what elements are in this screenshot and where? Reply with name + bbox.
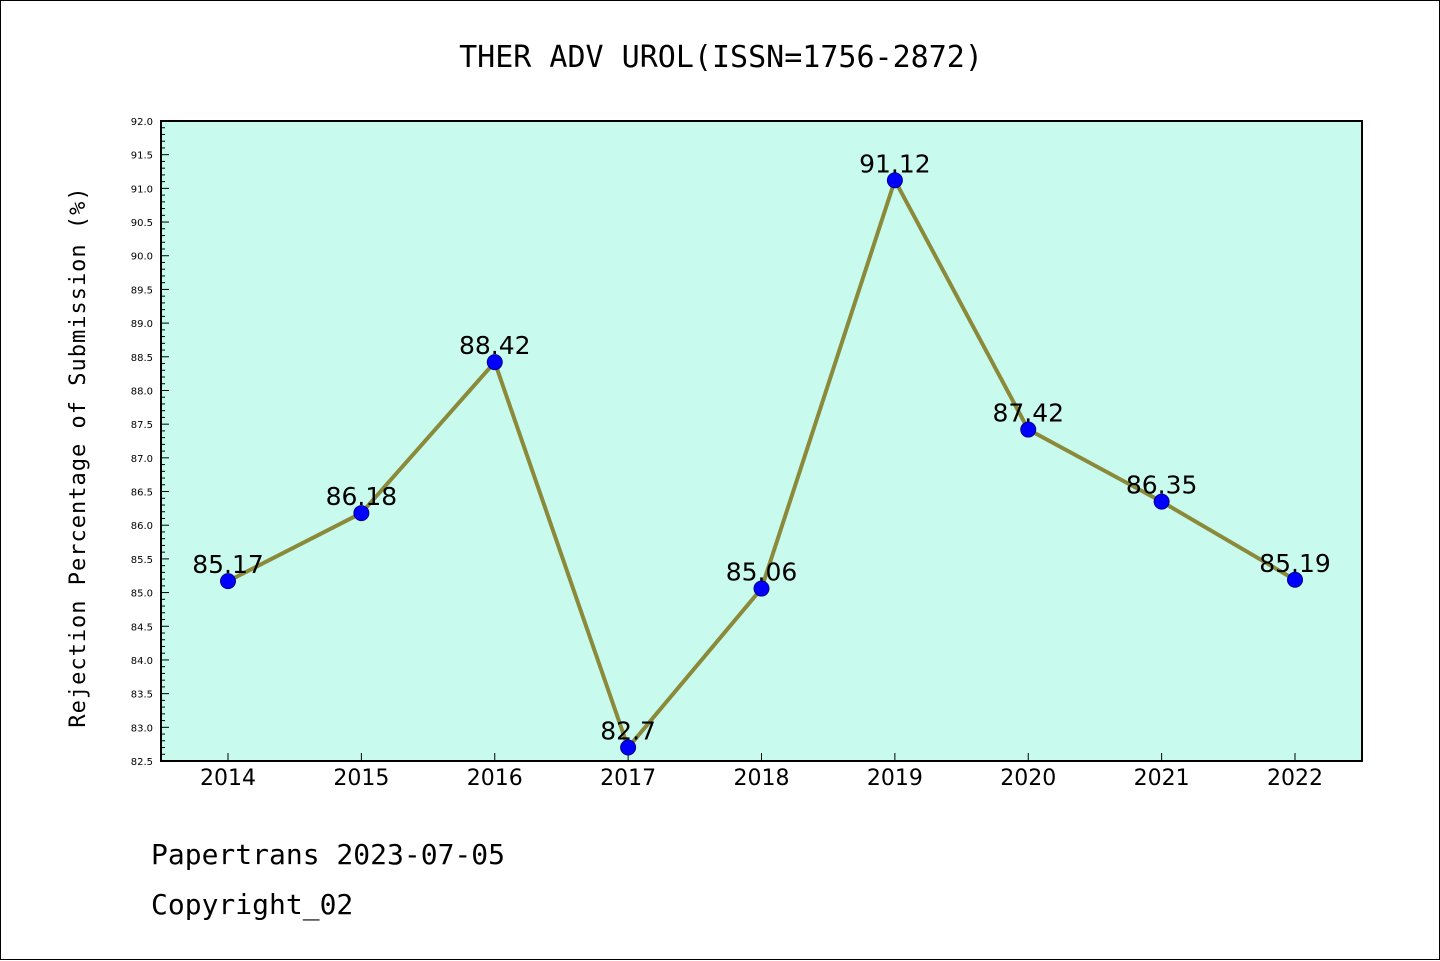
y-tick-label: 84.0	[131, 656, 153, 667]
y-tick-label: 87.0	[131, 454, 153, 465]
y-tick-label: 92.0	[131, 117, 153, 128]
data-point	[220, 573, 236, 590]
data-point	[1153, 493, 1170, 510]
y-tick-label: 82.5	[131, 757, 153, 768]
footer-date: Papertrans 2023-07-05	[151, 838, 505, 871]
y-tick-label: 88.5	[131, 353, 153, 364]
data-label: 86.18	[326, 482, 398, 511]
data-point	[1287, 571, 1303, 588]
x-tick-label: 2022	[1267, 766, 1323, 791]
y-tick-label: 85.0	[131, 589, 153, 600]
x-axis: 2014 2015 2016 2017 2018 2019 2020 2021 2022	[200, 753, 1323, 791]
y-tick-label: 90.5	[131, 218, 153, 229]
data-label: 82.7	[600, 717, 656, 746]
data-label: 85.19	[1259, 549, 1331, 578]
y-tick-label: 83.0	[131, 723, 153, 734]
y-tick-label: 87.5	[131, 420, 153, 431]
chart-title: THER ADV UROL(ISSN=1756-2872)	[459, 40, 983, 75]
y-tick-label: 89.0	[131, 319, 153, 330]
data-label: 85.06	[726, 558, 798, 587]
y-tick-label: 85.5	[131, 555, 153, 566]
y-tick-label: 84.5	[131, 622, 153, 633]
data-point	[886, 172, 903, 189]
y-tick-label: 86.5	[131, 488, 153, 499]
data-point	[486, 354, 503, 371]
x-tick-label: 2018	[734, 766, 790, 791]
x-tick-label: 2016	[467, 766, 523, 791]
data-label: 85.17	[192, 550, 264, 579]
x-tick-label: 2020	[1000, 766, 1056, 791]
data-label: 87.42	[992, 399, 1064, 428]
y-tick-label: 89.5	[131, 285, 153, 296]
data-label: 88.42	[459, 331, 531, 360]
x-tick-label: 2017	[600, 766, 656, 791]
data-point	[353, 505, 370, 522]
y-tick-label: 83.5	[131, 690, 153, 701]
y-tick-label: 90.0	[131, 252, 153, 263]
footer-copyright: Copyright_02	[151, 888, 353, 922]
y-axis-label: Rejection Percentage of Submission (%)	[66, 186, 91, 727]
data-point	[753, 580, 770, 597]
data-point	[1020, 421, 1037, 438]
y-tick-label: 91.5	[131, 151, 153, 162]
data-labels: 85.17 86.18 88.42 82.7 85.06 91.12 87.42 86.35 8…	[192, 149, 1331, 745]
plot-border	[160, 120, 1363, 762]
plot-area	[161, 121, 1362, 761]
x-tick-label: 2019	[867, 766, 923, 791]
x-tick-label: 2014	[200, 766, 256, 791]
data-label: 91.12	[859, 149, 931, 178]
x-tick-label: 2015	[333, 766, 389, 791]
x-tick-label: 2021	[1134, 766, 1190, 791]
y-tick-label: 88.0	[131, 386, 153, 397]
data-points	[220, 172, 1303, 756]
y-tick-label: 91.0	[131, 184, 153, 195]
data-label: 86.35	[1126, 471, 1198, 500]
data-point	[620, 739, 637, 756]
y-tick-label: 86.0	[131, 521, 153, 532]
